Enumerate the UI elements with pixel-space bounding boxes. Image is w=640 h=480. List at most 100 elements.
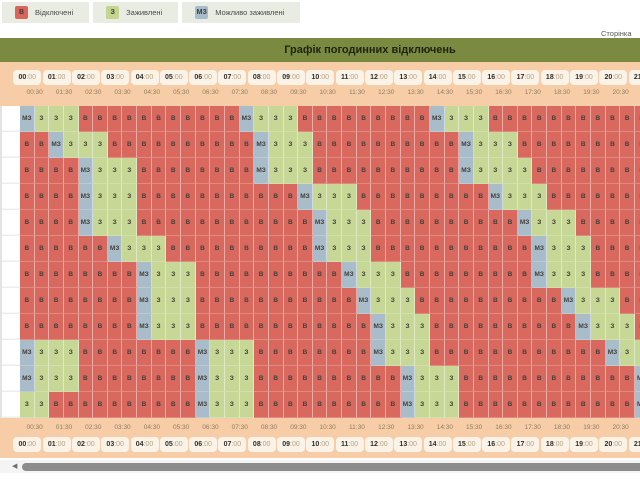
schedule-cell: З [93,184,108,210]
schedule-cell: З [268,106,284,132]
schedule-cell: МЗ [517,210,533,236]
schedule-cell: В [49,262,64,288]
schedule-cell: З [93,210,108,236]
hour-label: 08:00 [247,70,276,85]
schedule-cell: З [107,158,123,184]
schedule-cell: В [151,158,167,184]
schedule-cell: В [576,210,591,236]
schedule-cell: В [429,340,445,366]
schedule-cell: В [151,184,167,210]
schedule-cell: В [356,366,372,392]
schedule-cell: В [342,340,357,366]
schedule-row: В В В В В В В В МЗ З З З В В В В В В В В В В В МЗ З З З В В В В В В В В В В М… [20,288,640,314]
schedule-cell: В [181,158,196,184]
schedule-cell: З [473,106,489,132]
schedule-cell: З [371,288,387,314]
hour-label: 18:00 [540,437,569,452]
schedule-cell: В [107,132,123,158]
half-hour-label: 11:30 [349,89,365,96]
schedule-cell: В [517,314,533,340]
schedule-cell: З [400,314,416,340]
schedule-cell: В [34,262,50,288]
schedule-cell: В [503,392,518,418]
scrollbar-thumb[interactable] [22,462,640,471]
schedule-cell: В [532,132,548,158]
schedule-cell: В [78,288,94,314]
half-hour-label: 09:30 [290,424,307,431]
schedule-cell: З [20,392,35,418]
schedule-cell: В [444,288,460,314]
schedule-cell: З [34,106,50,132]
schedule-cell: З [283,132,299,158]
schedule-cell: В [210,314,225,340]
schedule-cell: В [254,340,269,366]
schedule-cell: МЗ [254,158,269,184]
schedule-cell: В [532,366,548,392]
schedule-cell: В [283,288,299,314]
schedule-cell: З [210,366,225,392]
schedule-cell: З [342,184,357,210]
schedule-cell: В [49,236,64,262]
schedule-row: В В В В МЗ З З З В В В В В В В В В В В В МЗ З З З В В В В В В В В В В МЗ З З… [20,210,640,236]
page-link[interactable]: Сторінка [601,29,632,38]
schedule-cell: В [312,262,328,288]
schedule-cell: З [634,340,640,366]
hour-label: 18:00 [540,70,569,85]
schedule-cell: В [517,340,533,366]
schedule-cell: З [576,288,591,314]
schedule-cell: В [327,340,343,366]
schedule-cell: В [503,106,518,132]
schedule-cell: В [312,366,328,392]
horizontal-scrollbar[interactable]: ◀ [0,460,640,473]
half-hour-label: 07:30 [231,89,248,96]
schedule-cell: В [488,262,504,288]
schedule-cell: З [547,262,562,288]
hour-label: 04:00 [130,70,159,85]
schedule-cell: В [93,288,108,314]
schedule-cell: В [20,236,35,262]
schedule-cell: МЗ [78,210,94,236]
schedule-cell: В [620,184,635,210]
hour-label: 00:00 [13,437,42,452]
schedule-cell: В [429,132,445,158]
schedule-cell: В [590,184,606,210]
schedule-cell: В [327,158,343,184]
schedule-cell: В [298,236,313,262]
schedule-cell: В [634,158,640,184]
schedule-cell: В [78,236,94,262]
schedule-cell: В [122,314,138,340]
schedule-cell: З [532,210,548,236]
schedule-cell: З [34,366,50,392]
schedule-cell: В [429,158,445,184]
schedule-cell: З [210,340,225,366]
schedule-cell: В [488,366,504,392]
schedule-cell: З [49,366,64,392]
schedule-cell: З [503,132,518,158]
schedule-cell: В [93,392,108,418]
half-hour-label: 15:30 [466,89,483,96]
half-hour-label: 00:30 [26,89,43,96]
schedule-cell: В [547,184,562,210]
half-hour-label: 19:30 [583,424,600,431]
schedule-cell: В [429,210,445,236]
schedule-cell: В [547,340,562,366]
schedule-cell: З [151,236,167,262]
schedule-cell: З [356,262,372,288]
schedule-cell: З [415,314,430,340]
schedule-cell: В [444,184,460,210]
schedule-cell: В [415,158,430,184]
hour-label: 10:00 [306,70,335,85]
schedule-cell: В [547,314,562,340]
scroll-left-arrow[interactable]: ◀ [12,463,18,470]
schedule-cell: МЗ [634,392,640,418]
schedule-cell: В [312,340,328,366]
schedule-cell: В [268,366,284,392]
schedule-cell: В [503,236,518,262]
schedule-cell: В [20,262,35,288]
schedule-cell: З [34,392,50,418]
schedule-cell: З [561,210,577,236]
half-hour-label: 08:30 [260,424,278,431]
schedule-cell: В [590,262,606,288]
schedule-cell: В [400,262,416,288]
schedule-cell: В [166,210,182,236]
